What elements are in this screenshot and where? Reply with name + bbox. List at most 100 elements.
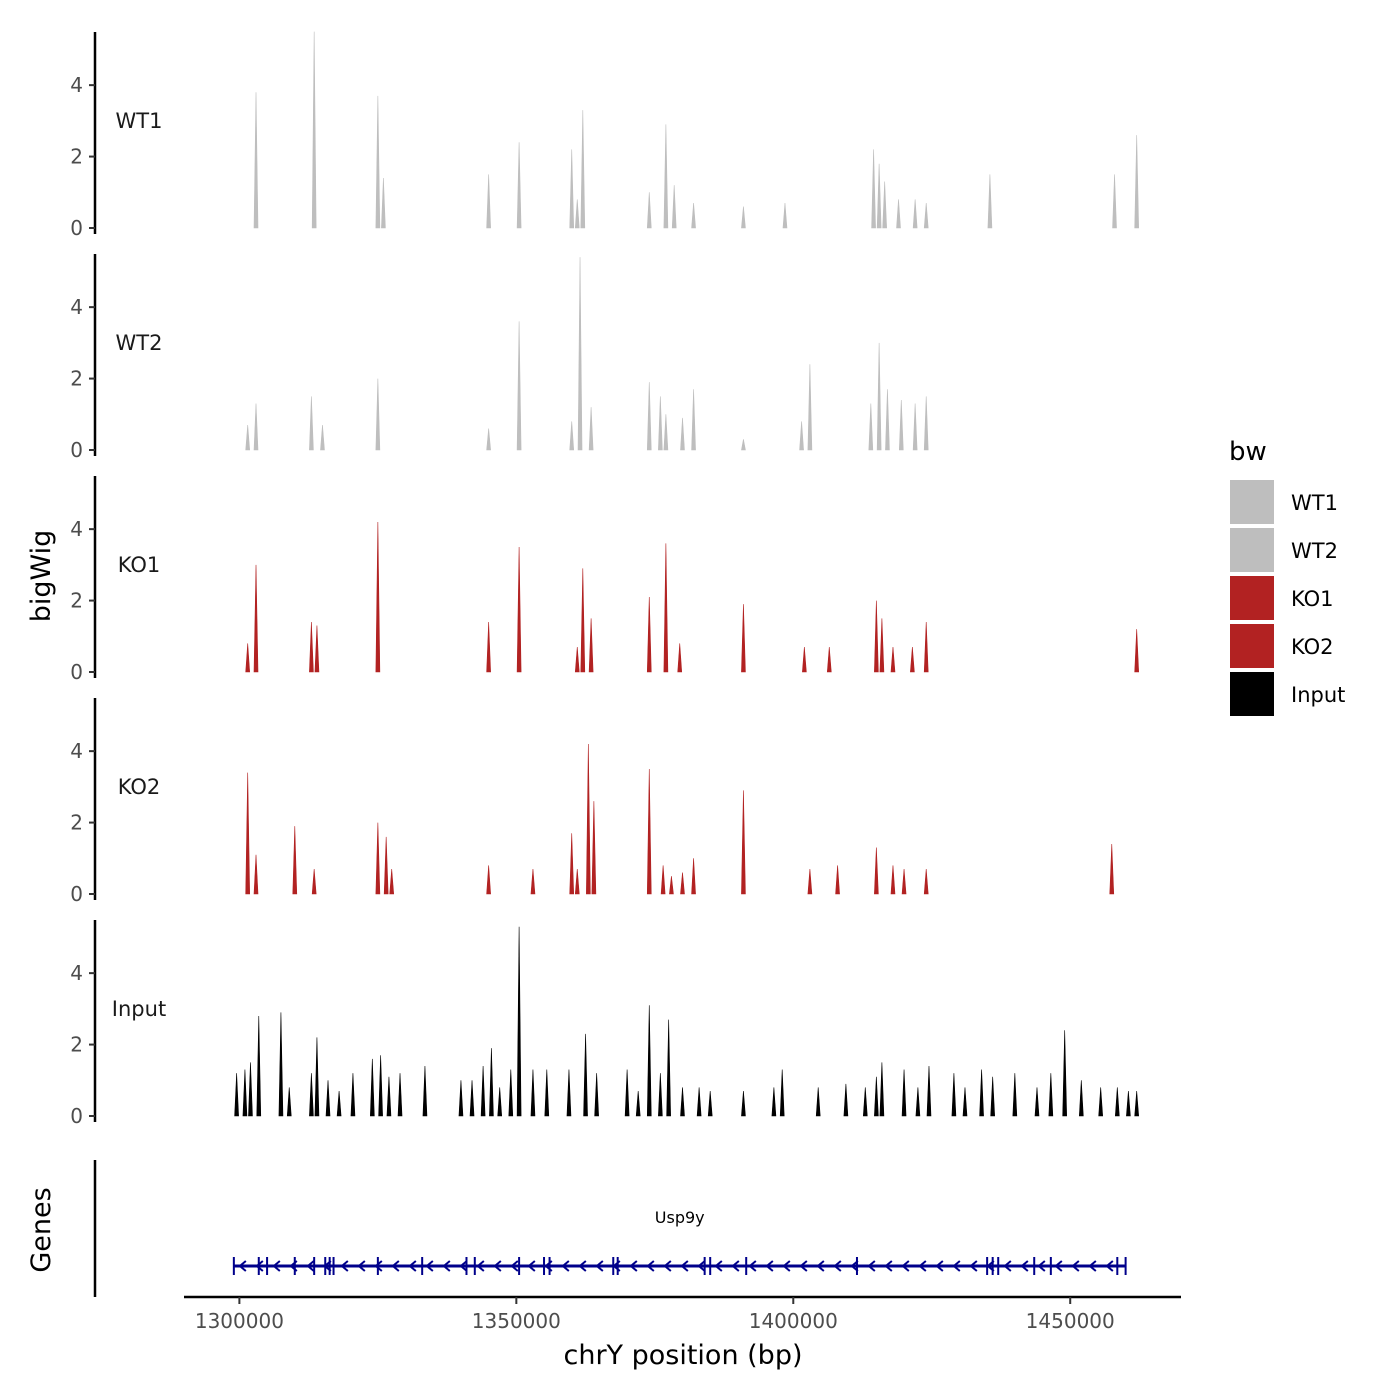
panel-label: KO2: [118, 775, 161, 799]
coverage-peak: [245, 643, 251, 673]
x-tick-label: 1400000: [749, 1309, 838, 1333]
x-axis: 1300000 1350000 1400000 1450000: [184, 1295, 1181, 1333]
coverage-peak: [874, 600, 879, 673]
coverage-peak: [923, 202, 929, 229]
panel-input: 0 2 4 Input: [70, 920, 1140, 1128]
coverage-peak: [336, 1090, 342, 1117]
coverage-peak: [835, 865, 840, 895]
strand-arrow: [306, 1260, 315, 1272]
coverage-peak: [574, 646, 580, 673]
strand-arrow: [527, 1260, 536, 1272]
coverage-peak: [741, 790, 746, 895]
strand-arrow: [1054, 1260, 1063, 1272]
strand-arrow: [1020, 1260, 1029, 1272]
coverage-peak: [680, 872, 685, 895]
strand-arrow: [476, 1260, 485, 1272]
coverage-peak: [516, 546, 522, 673]
coverage-peak: [1134, 629, 1140, 673]
coverage-peak: [923, 868, 929, 895]
panel-wt2: 0 2 4 WT2: [70, 254, 929, 462]
exon: [232, 1257, 235, 1275]
coverage-peak: [292, 826, 298, 895]
y-axis-title: bigWig: [26, 530, 57, 623]
exon: [991, 1257, 994, 1275]
coverage-peak: [314, 1037, 320, 1117]
coverage-peak: [990, 1076, 995, 1117]
coverage-peak: [871, 149, 876, 229]
coverage-peak: [1126, 1090, 1131, 1117]
coverage-peak: [635, 1090, 641, 1117]
strand-arrow: [850, 1260, 859, 1272]
coverage-peak: [807, 364, 813, 451]
coverage-peak: [486, 174, 491, 229]
legend-label: KO1: [1291, 587, 1334, 611]
coverage-peak: [530, 1069, 536, 1117]
y-tick-label: 2: [70, 367, 83, 391]
exon: [376, 1257, 379, 1275]
coverage-peak: [586, 743, 591, 895]
exon: [293, 1257, 296, 1275]
y-tick-label: 2: [70, 145, 83, 169]
y-tick-label: 0: [70, 882, 83, 906]
strand-arrow: [1105, 1260, 1114, 1272]
coverage-peak: [375, 521, 381, 673]
strand-arrow: [901, 1260, 910, 1272]
coverage-peak: [594, 1073, 599, 1117]
coverage-peak: [890, 646, 896, 673]
coverage-peak: [320, 424, 325, 451]
coverage-peak: [826, 646, 832, 673]
coverage-peak: [741, 604, 746, 673]
coverage-peak: [574, 199, 580, 229]
exon: [465, 1257, 468, 1275]
y-tick-label: 4: [70, 295, 83, 319]
coverage-peak: [1034, 1087, 1040, 1117]
coverage-peak: [901, 868, 907, 895]
coverage-peak: [350, 1073, 356, 1117]
panel-label: WT1: [116, 109, 163, 133]
y-tick-label: 2: [70, 589, 83, 613]
coverage-peak: [325, 1080, 331, 1117]
coverage-peak: [680, 417, 685, 451]
strand-arrow: [799, 1260, 808, 1272]
strand-arrow: [510, 1260, 519, 1272]
coverage-peak: [253, 564, 259, 673]
coverage-peak: [389, 868, 395, 895]
exon: [266, 1257, 269, 1275]
strand-arrow: [1088, 1260, 1097, 1272]
coverage-peak: [245, 772, 251, 895]
coverage-peak: [574, 868, 580, 895]
coverage-peak: [951, 1073, 957, 1117]
coverage-peak: [912, 403, 918, 451]
coverage-peak: [278, 1012, 284, 1117]
strand-arrow: [680, 1260, 689, 1272]
coverage-peak: [286, 1087, 292, 1117]
coverage-peak: [370, 1058, 375, 1117]
strand-arrow: [629, 1260, 638, 1272]
coverage-peak: [677, 643, 683, 673]
exon: [1124, 1257, 1127, 1275]
strand-arrow: [969, 1260, 978, 1272]
coverage-peak: [489, 1048, 494, 1117]
y-tick-label: 4: [70, 517, 83, 541]
coverage-peak: [782, 202, 788, 229]
exon: [855, 1257, 858, 1275]
coverage-peak: [646, 768, 652, 895]
coverage-peak: [660, 865, 666, 895]
coverage-peak: [896, 199, 901, 229]
coverage-peak: [799, 421, 804, 451]
coverage-peak: [497, 1087, 503, 1117]
strand-arrow: [1071, 1260, 1080, 1272]
exon: [997, 1257, 1000, 1275]
coverage-peak: [1062, 1030, 1067, 1117]
y-tick-label: 0: [70, 216, 83, 240]
coverage-peak: [309, 621, 314, 673]
strand-arrow: [408, 1260, 417, 1272]
strand-arrow: [340, 1260, 349, 1272]
coverage-peak: [1134, 135, 1139, 229]
coverage-peak: [375, 378, 381, 451]
coverage-peak: [815, 1087, 821, 1117]
coverage-peak: [646, 192, 652, 229]
coverage-peak: [422, 1065, 428, 1117]
legend-label: Input: [1291, 683, 1345, 707]
exon: [612, 1257, 615, 1275]
